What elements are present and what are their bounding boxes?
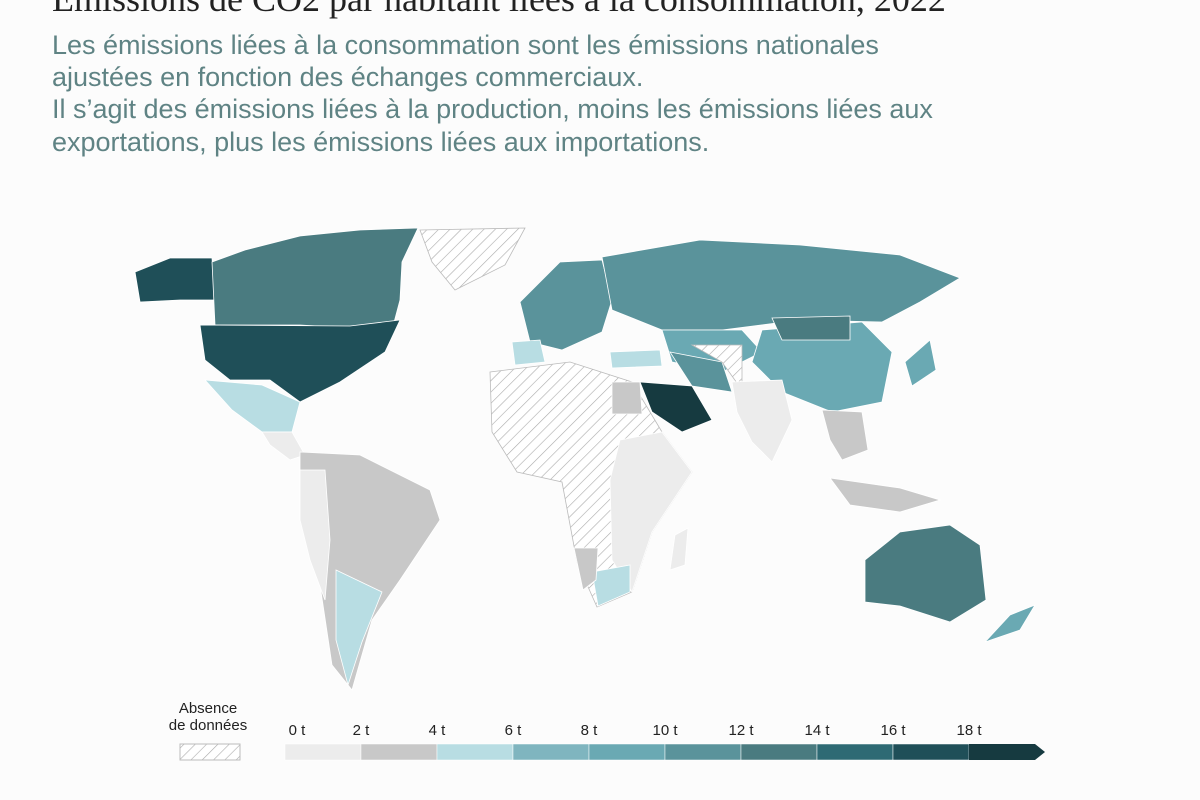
saudi-arabia: [639, 381, 713, 433]
legend-swatch: [664, 743, 742, 761]
andes: [299, 469, 331, 601]
mongolia: [771, 315, 851, 341]
subtitle: exportations, plus les émissions liées a…: [52, 127, 710, 157]
argentina: [335, 569, 383, 687]
greenland: [419, 227, 526, 291]
iran: [669, 351, 733, 393]
no-data-label: de données: [169, 717, 247, 734]
no-data-label: Absence: [179, 700, 237, 717]
indonesia: [829, 477, 942, 513]
europe: [519, 259, 613, 351]
legend-tick-label: 4 t: [429, 722, 447, 739]
legend-swatch: [588, 743, 666, 761]
legend-tick-label: 8 t: [581, 722, 599, 739]
countries: [134, 227, 1036, 691]
legend-tick-label: 14 t: [804, 722, 830, 739]
namibia: [573, 547, 599, 591]
canada: [211, 227, 419, 331]
legend-swatch: [284, 743, 362, 761]
southeast-asia: [821, 409, 869, 461]
japan: [904, 339, 937, 387]
subtitle: Les émissions liées à la consommation so…: [52, 30, 879, 60]
turkey: [609, 349, 663, 369]
australia: [864, 524, 987, 623]
alaska: [134, 257, 216, 303]
central-america: [261, 431, 306, 461]
usa: [199, 319, 401, 403]
no-data-swatch: [179, 743, 241, 761]
legend-swatch: [512, 743, 590, 761]
subtitle: Il s’agit des émissions liées à la produ…: [52, 94, 933, 124]
india: [731, 379, 793, 463]
east-africa: [609, 431, 693, 593]
legend-swatch: [892, 743, 970, 761]
legend: 0 t 2 t 4 t 6 t 8 t 10 t 12 t 14 t 16 t 18 t: [284, 722, 1045, 761]
legend-tick-label: 10 t: [652, 722, 678, 739]
legend-swatch: [360, 743, 438, 761]
title: Émissions de CO2 par habitant liées à la…: [52, 0, 946, 20]
legend-swatch: [436, 743, 514, 761]
russia: [601, 239, 961, 331]
legend-tick-label: 16 t: [880, 722, 906, 739]
legend-swatch: [740, 743, 818, 761]
legend-tick-label: 6 t: [505, 722, 523, 739]
new-zealand: [984, 604, 1036, 643]
madagascar: [669, 527, 689, 571]
legend-tick-label: 12 t: [728, 722, 754, 739]
legend-swatch: [969, 744, 1045, 760]
south-africa: [591, 564, 631, 607]
legend-tick-label: 0 t: [289, 722, 307, 739]
iberia: [511, 339, 546, 366]
legend-tick-label: 18 t: [956, 722, 982, 739]
egypt: [611, 381, 643, 415]
legend-swatch: [816, 743, 894, 761]
subtitle: ajustées en fonction des échanges commer…: [52, 62, 644, 92]
legend-tick-label: 2 t: [353, 722, 371, 739]
china: [751, 321, 893, 413]
